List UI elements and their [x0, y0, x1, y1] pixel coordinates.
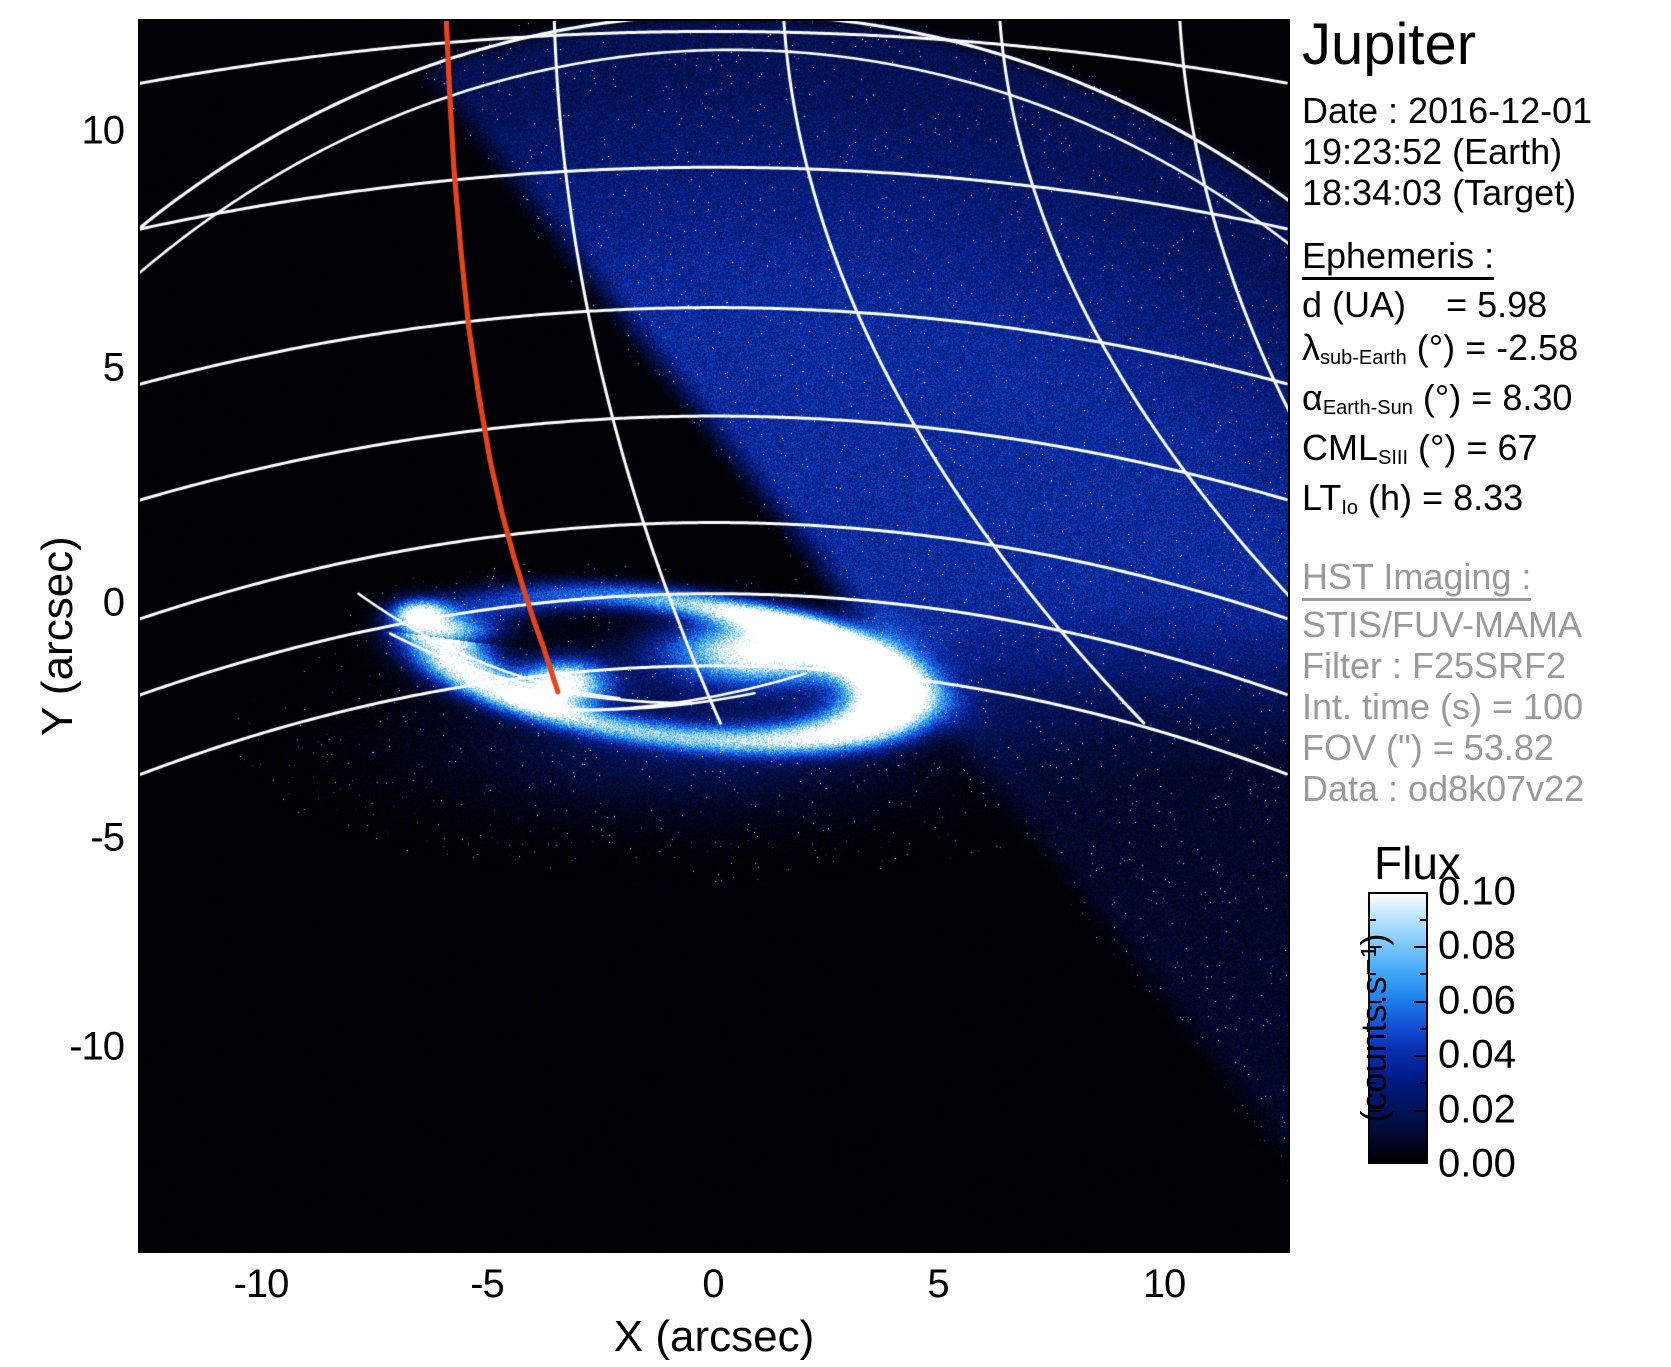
- x-tick-label: 10: [1142, 1262, 1186, 1306]
- colorbar-tick-label: 0.00: [1438, 1141, 1516, 1186]
- ephemeris-unit: (UA): [1332, 284, 1407, 325]
- ephemeris-value: 8.33: [1453, 477, 1524, 518]
- hst-instrument: STIS/FUV-MAMA: [1302, 604, 1583, 645]
- observation-time-target: 18:34:03 (Target): [1302, 172, 1577, 213]
- ephemeris-unit: (°): [1418, 427, 1457, 468]
- ephemeris-block: Ephemeris : d (UA) = 5.98 λsub-Earth (°)…: [1302, 235, 1671, 526]
- colorbar-tick: [1368, 1110, 1382, 1112]
- target-title: Jupiter: [1302, 12, 1477, 77]
- ephemeris-equals: =: [1446, 284, 1468, 325]
- ephemeris-value: -2.58: [1496, 327, 1579, 368]
- ephemeris-subscript: Earth-Sun: [1322, 397, 1413, 419]
- colorbar-tick: [1414, 946, 1428, 948]
- x-tick-label: -5: [470, 1262, 505, 1306]
- ephemeris-symbol: d: [1302, 284, 1323, 325]
- colorbar-tick-label: 0.08: [1438, 923, 1516, 968]
- metadata-panel: Jupiter Date : 2016-12-01 19:23:52 (Eart…: [1302, 14, 1671, 1367]
- ephemeris-symbol: λ: [1302, 327, 1320, 368]
- ephemeris-symbol: α: [1302, 377, 1323, 418]
- colorbar-tick-label: 0.10: [1438, 869, 1516, 914]
- ephemeris-value: 67: [1497, 427, 1538, 468]
- colorbar-minor-tick: [1420, 973, 1428, 975]
- x-tick-label: 5: [927, 1262, 949, 1306]
- ephemeris-unit: (h): [1368, 477, 1413, 518]
- colorbar-tick: [1368, 946, 1382, 948]
- colorbar-tick: [1368, 892, 1382, 894]
- colorbar-minor-tick: [1420, 1028, 1428, 1030]
- ephemeris-unit: (°): [1422, 377, 1462, 418]
- hst-imaging-block: HST Imaging : STIS/FUV-MAMA Filter : F25…: [1302, 556, 1671, 809]
- y-tick-label: -10: [69, 1024, 125, 1069]
- ephemeris-value: 5.98: [1477, 284, 1548, 325]
- ephemeris-unit: (°): [1416, 327, 1456, 368]
- y-axis-title: Y (arcsec): [33, 536, 82, 736]
- colorbar-tick-label: 0.06: [1438, 978, 1516, 1023]
- colorbar-tick: [1414, 892, 1428, 894]
- ephemeris-symbol: CML: [1302, 427, 1379, 468]
- ephemeris-equals: =: [1471, 377, 1493, 418]
- observation-date: Date : 2016-12-01: [1302, 90, 1593, 131]
- y-tick-label: 0: [102, 580, 125, 625]
- colorbar-minor-tick: [1368, 919, 1376, 921]
- hst-imaging-heading: HST Imaging :: [1302, 556, 1532, 601]
- y-tick-label: 5: [102, 345, 125, 390]
- colorbar-minor-tick: [1368, 1028, 1376, 1030]
- ephemeris-row-distance: d (UA) = 5.98: [1302, 283, 1671, 326]
- colorbar-group: Flux (counts.s⁻¹) 0.10 0.08 0.06 0.04 0.…: [1302, 836, 1671, 1196]
- colorbar-tick: [1368, 1001, 1382, 1003]
- hst-integration-time: Int. time (s) = 100: [1302, 686, 1584, 727]
- colorbar-tick: [1414, 1055, 1428, 1057]
- ephemeris-value: 8.30: [1502, 377, 1573, 418]
- hst-dataset-id: Data : od8k07v22: [1302, 768, 1585, 809]
- ephemeris-row-phase-angle: αEarth-Sun (°) = 8.30: [1302, 376, 1671, 426]
- ephemeris-heading: Ephemeris :: [1302, 235, 1495, 280]
- colorbar-minor-tick: [1368, 1082, 1376, 1084]
- x-axis-title: X (arcsec): [613, 1312, 815, 1361]
- ephemeris-row-sub-earth-latitude: λsub-Earth (°) = -2.58: [1302, 326, 1671, 376]
- hst-field-of-view: FOV (") = 53.82: [1302, 727, 1554, 768]
- y-tick-label: 10: [81, 108, 126, 153]
- colorbar-minor-tick: [1420, 919, 1428, 921]
- ephemeris-equals: =: [1466, 427, 1488, 468]
- ephemeris-subscript: Io: [1341, 497, 1359, 519]
- observation-time-block: Date : 2016-12-01 19:23:52 (Earth) 18:34…: [1302, 90, 1671, 213]
- colorbar-tick: [1414, 1001, 1428, 1003]
- colorbar-tick: [1368, 1055, 1382, 1057]
- ephemeris-symbol: LT: [1302, 477, 1342, 518]
- ephemeris-row-io-local-time: LTIo (h) = 8.33: [1302, 476, 1671, 526]
- colorbar-gradient: [1368, 892, 1428, 1164]
- colorbar-tick-label: 0.04: [1438, 1032, 1516, 1077]
- y-tick-label: -5: [90, 815, 125, 860]
- colorbar-tick: [1414, 1110, 1428, 1112]
- observation-time-earth: 19:23:52 (Earth): [1302, 131, 1563, 172]
- ephemeris-subscript: SIII: [1378, 447, 1409, 469]
- colorbar-minor-tick: [1420, 1082, 1428, 1084]
- x-tick-label: -10: [233, 1262, 290, 1306]
- colorbar-tick-label: 0.02: [1438, 1087, 1516, 1132]
- ephemeris-row-cml: CMLSIII (°) = 67: [1302, 426, 1671, 476]
- colorbar-title: Flux: [1374, 837, 1461, 889]
- ephemeris-equals: =: [1422, 477, 1444, 518]
- aurora-heatmap-canvas: [138, 19, 1290, 1253]
- ephemeris-subscript: sub-Earth: [1320, 347, 1407, 369]
- ephemeris-equals: =: [1465, 327, 1487, 368]
- aurora-image-panel: [138, 19, 1290, 1253]
- x-tick-label: 0: [702, 1262, 724, 1306]
- hst-filter: Filter : F25SRF2: [1302, 645, 1567, 686]
- colorbar-minor-tick: [1368, 973, 1376, 975]
